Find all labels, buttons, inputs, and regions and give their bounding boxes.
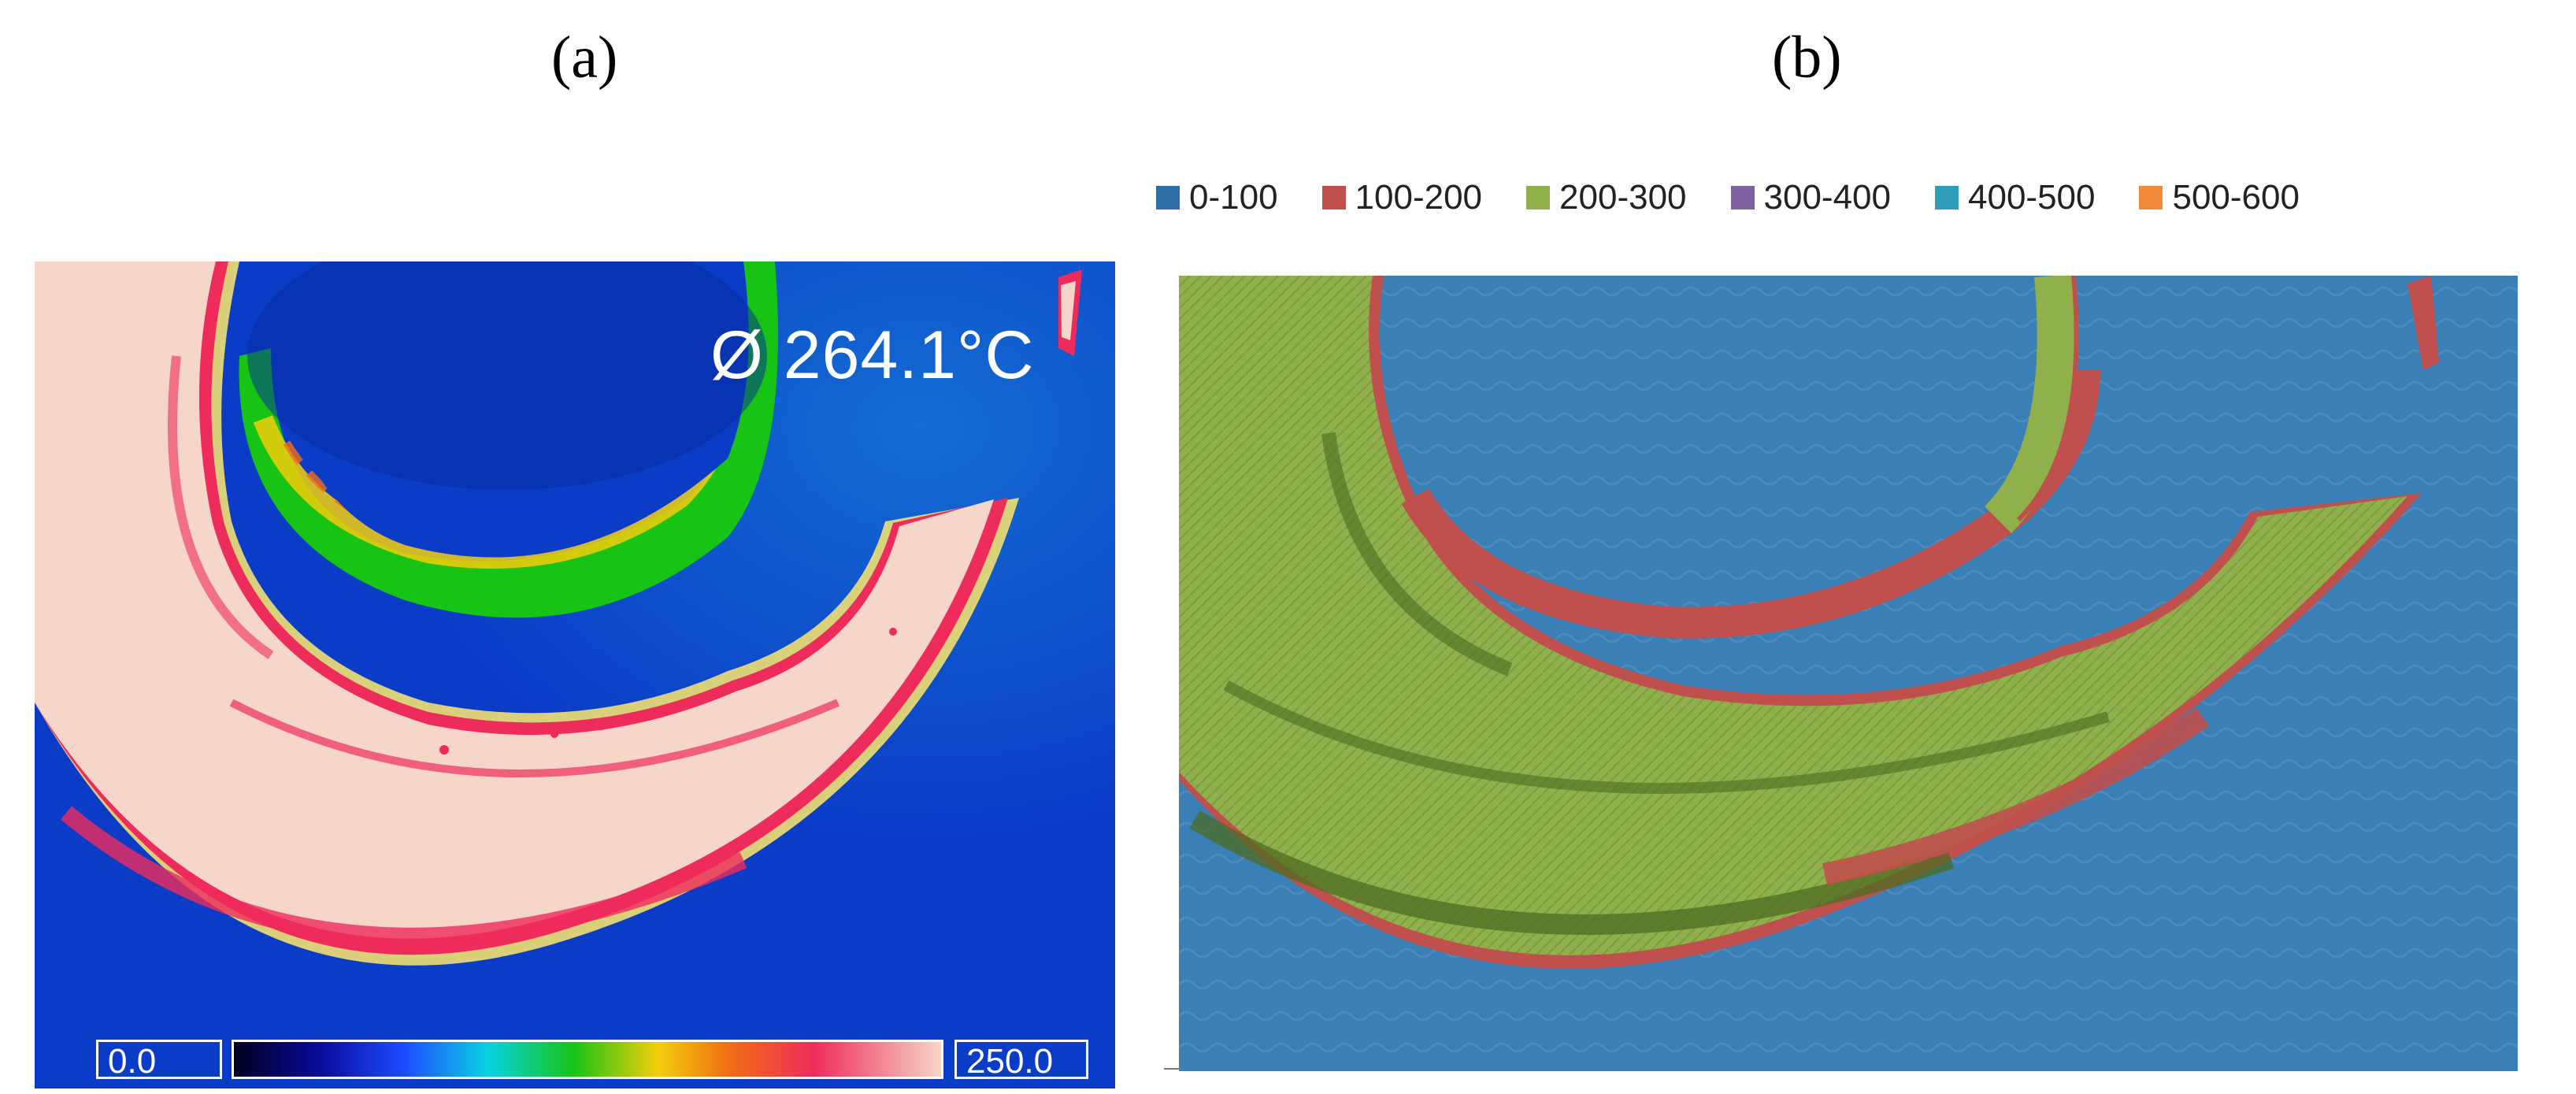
legend-swatch — [1321, 186, 1346, 210]
legend-swatch — [1935, 186, 1959, 210]
legend-item: 400-500 — [1935, 178, 2095, 217]
segmented-temperature-map — [1179, 276, 2518, 1071]
panel-a-label: (a) — [551, 24, 618, 91]
legend-swatch — [1526, 186, 1551, 210]
legend-label: 200-300 — [1559, 178, 1687, 217]
temperature-legend: 0-100 100-200 200-300 300-400 400-500 500-600 — [1156, 178, 2344, 217]
color-scale-bar: 0.0 250.0 — [96, 1040, 1088, 1082]
legend-label: 500-600 — [2172, 178, 2300, 217]
legend-label: 100-200 — [1355, 178, 1483, 217]
legend-label: 400-500 — [1968, 178, 2096, 217]
legend-item: 200-300 — [1526, 178, 1687, 217]
thermal-graphic — [35, 261, 1115, 1088]
legend-swatch — [1730, 186, 1755, 210]
legend-item: 500-600 — [2139, 178, 2300, 217]
thermal-image: Ø 264.1°C 0.0 250.0 — [35, 261, 1115, 1088]
panel-b-label: (b) — [1772, 24, 1842, 91]
axis-tick — [1164, 1068, 1181, 1070]
legend-swatch — [2139, 186, 2163, 210]
segmented-map-graphic — [1179, 276, 2518, 1071]
legend-label: 300-400 — [1763, 178, 1891, 217]
temperature-readout: Ø 264.1°C — [710, 317, 1035, 393]
scale-min-value: 0.0 — [96, 1040, 222, 1081]
legend-item: 0-100 — [1156, 178, 1278, 217]
legend-item: 300-400 — [1730, 178, 1891, 217]
legend-label: 0-100 — [1189, 178, 1278, 217]
legend-swatch — [1156, 186, 1180, 210]
legend-item: 100-200 — [1321, 178, 1483, 217]
scale-max-value: 250.0 — [954, 1040, 1088, 1081]
scale-gradient — [232, 1040, 943, 1079]
